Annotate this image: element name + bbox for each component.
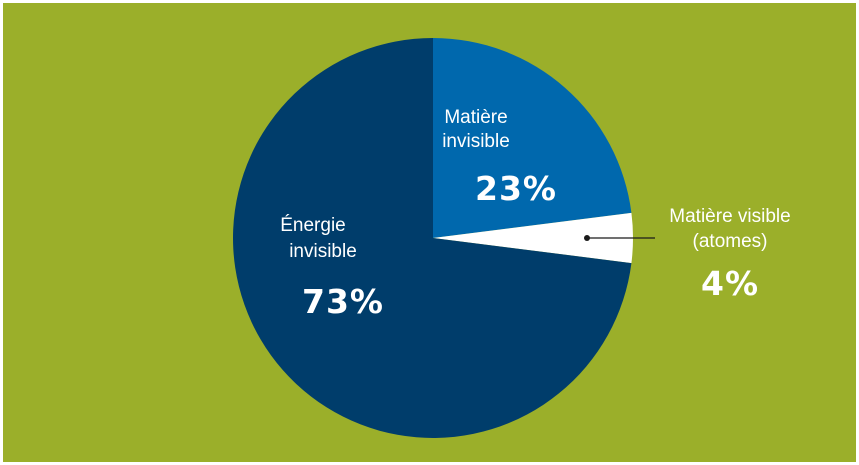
slice-label-line: invisible bbox=[442, 131, 510, 152]
pie-slice-matiere-visible bbox=[433, 212, 633, 264]
leader-dot-matiere-visible bbox=[584, 235, 590, 241]
slice-label-line: invisible bbox=[289, 241, 357, 262]
pie-chart: Matière invisible 23% Matière visible (a… bbox=[3, 3, 856, 462]
slice-value-label: 73% bbox=[302, 282, 384, 321]
slice-label-line: Énergie bbox=[280, 215, 346, 236]
slice-label-line: Matière visible bbox=[669, 206, 790, 227]
pie-slice-energie-invisible bbox=[232, 38, 632, 438]
slice-label-line: (atomes) bbox=[693, 231, 768, 252]
pie-slice-matiere-invisible bbox=[433, 38, 632, 238]
slice-label-line: Matière bbox=[444, 107, 507, 128]
pie-chart-svg: Matière invisible 23% Matière visible (a… bbox=[3, 3, 856, 462]
pie-slices bbox=[232, 38, 633, 438]
slice-value-label: 4% bbox=[701, 264, 759, 303]
slice-value-label: 23% bbox=[475, 169, 557, 208]
